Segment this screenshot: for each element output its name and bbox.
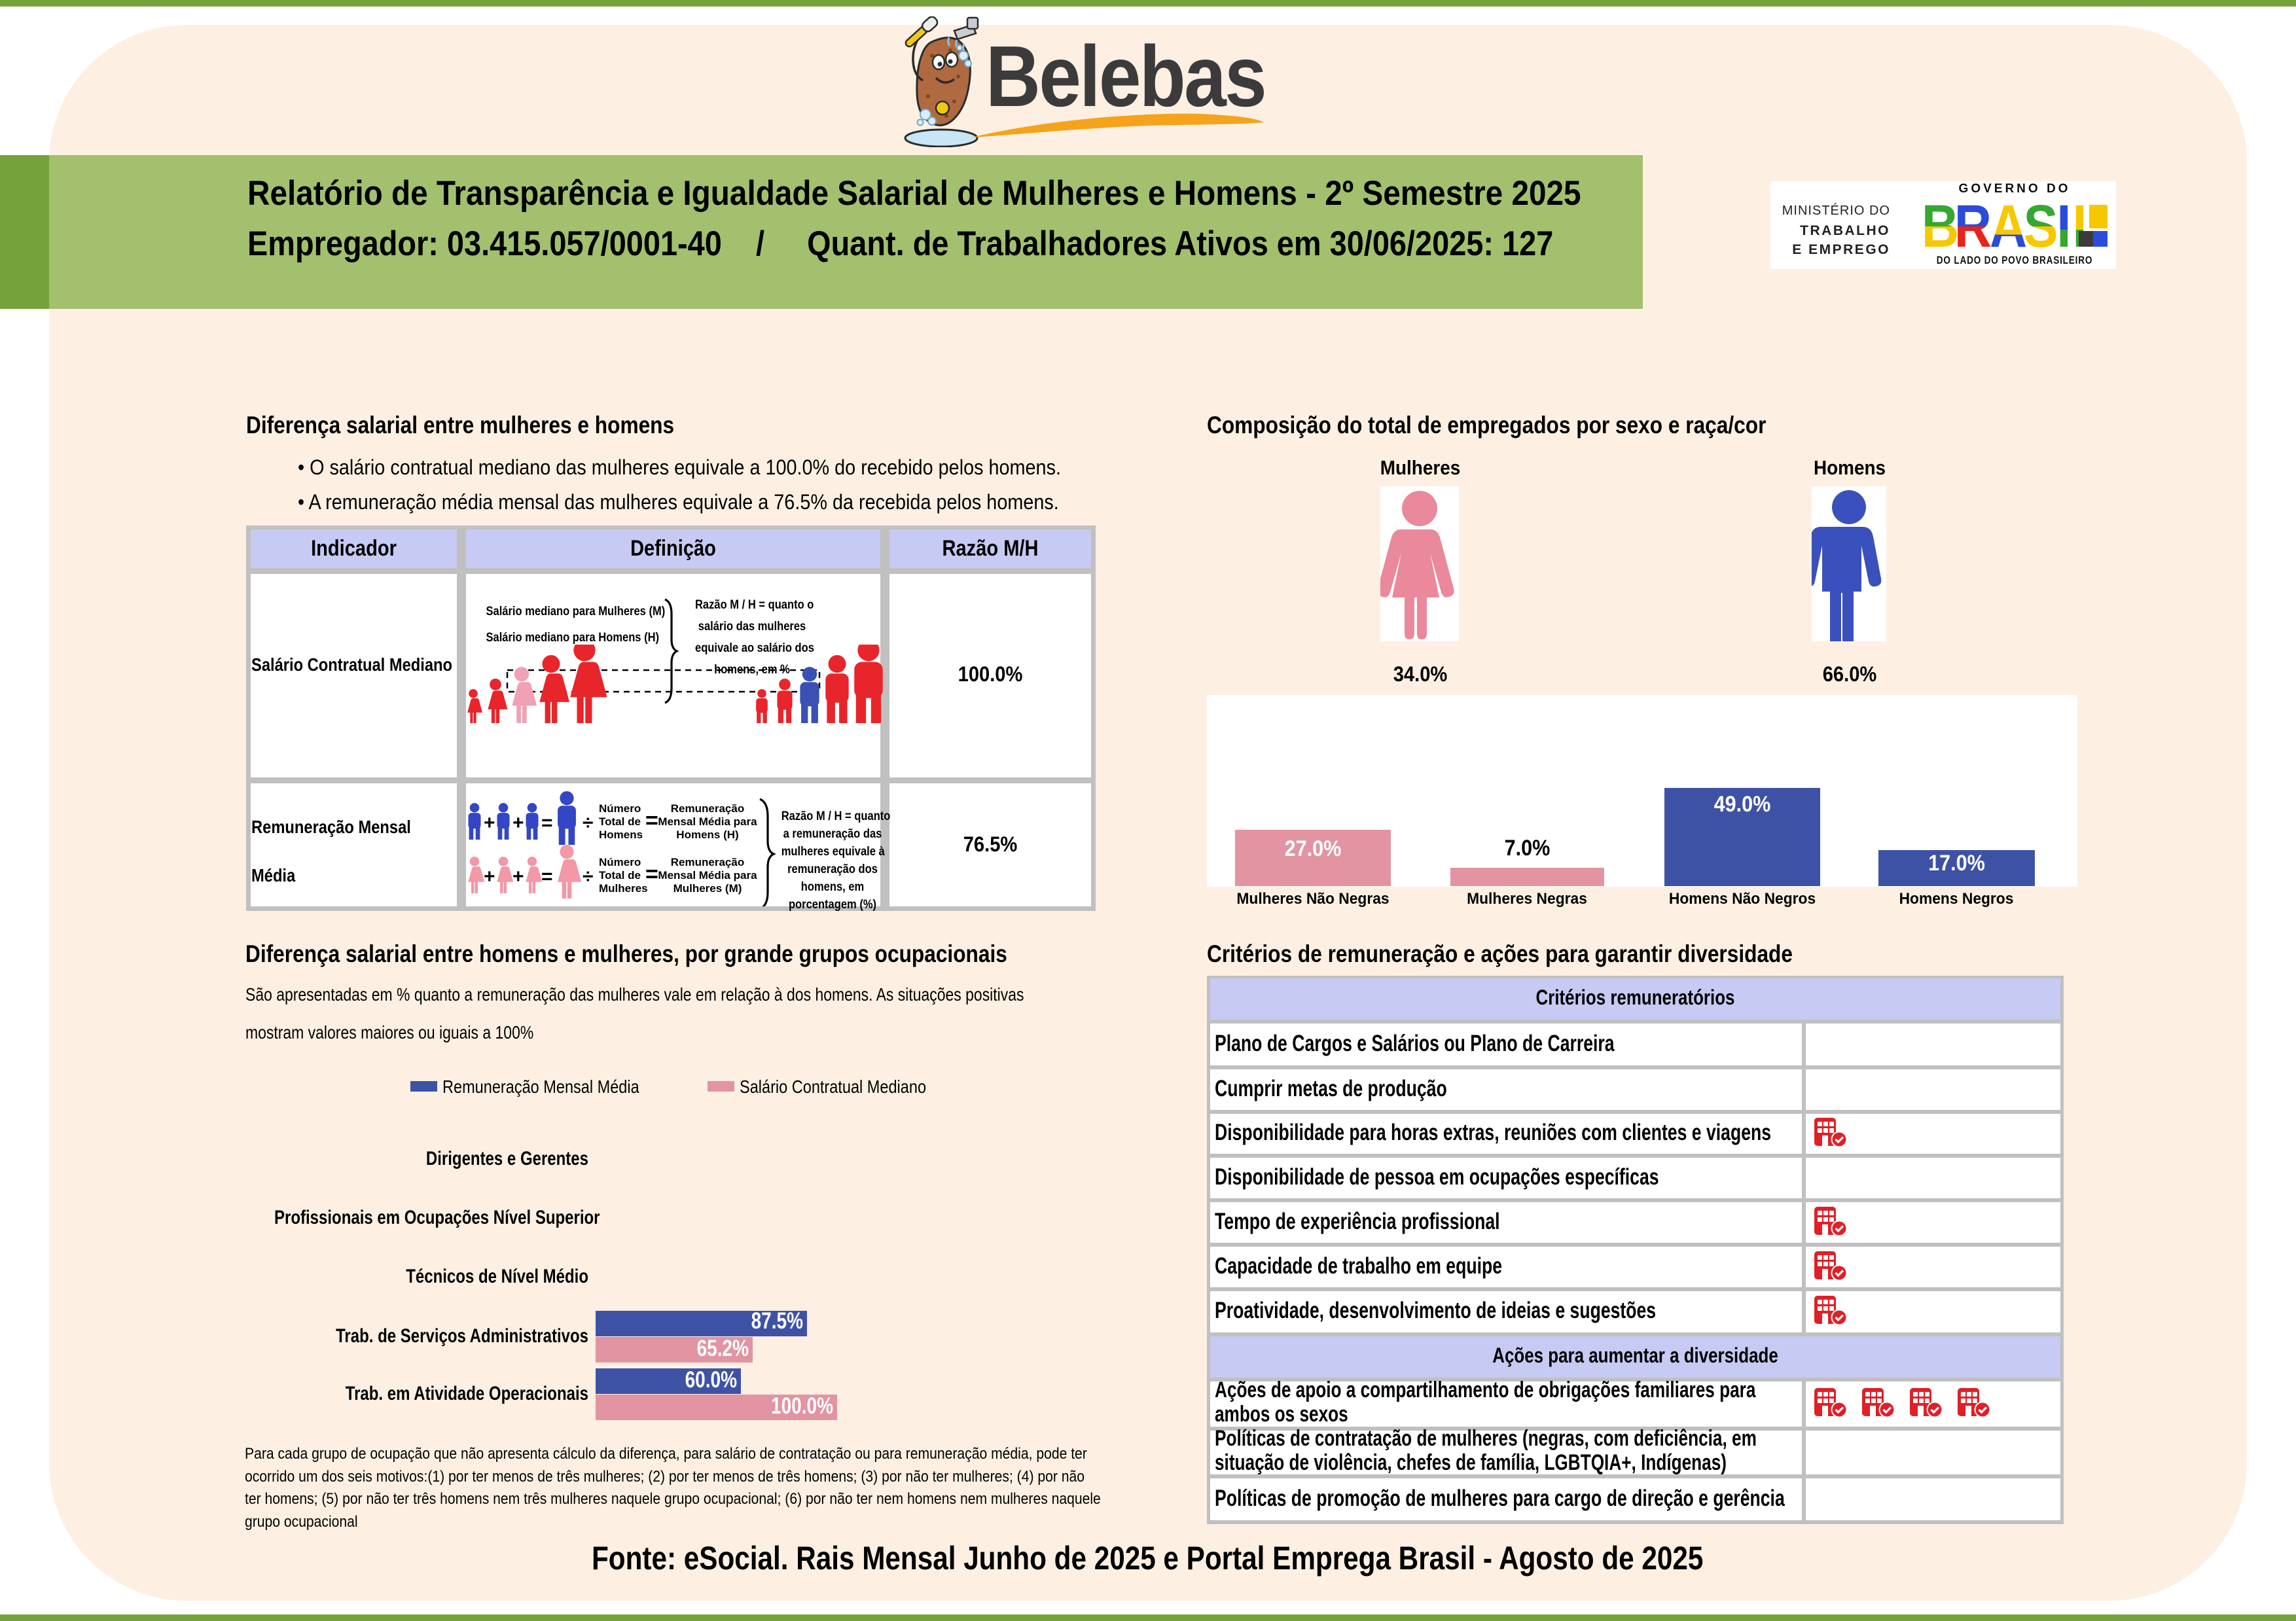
svg-text:Total de: Total de [599, 869, 641, 882]
svg-text:+: + [512, 812, 524, 834]
svg-text:Remuneração: Remuneração [671, 856, 744, 868]
svg-text:÷: ÷ [583, 812, 593, 834]
svg-text:A: A [1990, 201, 2026, 251]
svg-text:Número: Número [599, 856, 641, 868]
svg-text:Número: Número [599, 802, 641, 815]
svg-text:÷: ÷ [583, 866, 593, 887]
svg-text:R: R [1954, 201, 1991, 251]
svg-text:+: + [484, 866, 495, 887]
svg-text:+: + [512, 866, 524, 887]
svg-text:Remuneração: Remuneração [671, 802, 744, 815]
svg-text:Homens (H): Homens (H) [676, 828, 738, 841]
svg-text:B: B [1922, 201, 1958, 251]
svg-text:=: = [541, 866, 553, 887]
svg-text:Mulheres: Mulheres [599, 882, 648, 895]
svg-text:S: S [2024, 201, 2056, 251]
svg-text:Homens: Homens [599, 828, 643, 841]
svg-text:Total de: Total de [599, 815, 641, 828]
svg-text:Mensal Média para: Mensal Média para [658, 869, 757, 882]
svg-text:I: I [2056, 201, 2069, 251]
svg-text:=: = [541, 812, 553, 834]
svg-text:Mensal Média para: Mensal Média para [658, 815, 757, 828]
svg-text:Mulheres (M): Mulheres (M) [673, 882, 742, 895]
svg-text:=: = [645, 862, 658, 887]
svg-text:+: + [484, 812, 495, 834]
svg-text:=: = [645, 808, 658, 833]
